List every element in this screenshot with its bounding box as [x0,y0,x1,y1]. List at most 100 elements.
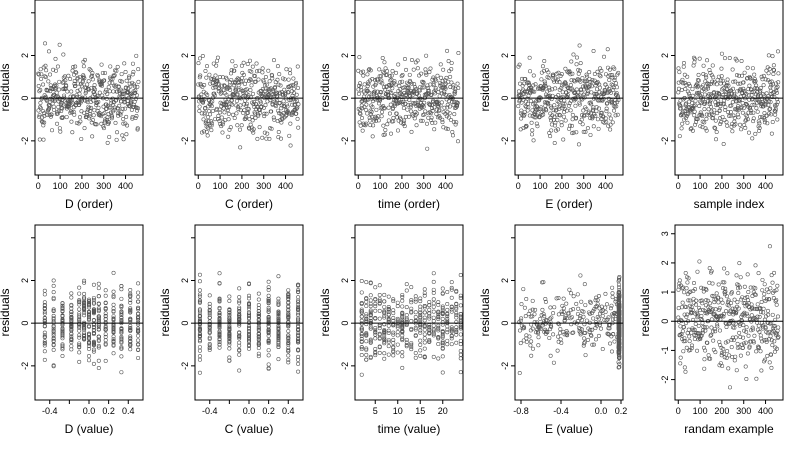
residual-point [532,89,537,94]
residual-point [540,307,545,312]
residual-point [731,86,736,91]
residual-point [445,318,450,323]
residual-point [422,287,427,292]
residual-point [439,100,444,105]
residual-point [197,300,202,305]
residual-point [91,295,96,300]
residual-point [579,318,584,323]
residual-point [205,64,210,69]
residual-point [696,72,701,77]
residual-point [543,296,548,301]
residual-point [407,93,412,98]
residual-point [583,353,588,358]
residual-point [723,105,728,110]
residual-point [751,290,756,295]
residual-point [276,336,281,341]
residual-point [227,298,232,303]
residual-point [708,333,713,338]
residual-point [286,90,291,95]
residual-point [266,362,271,367]
y-axis-title: residuals [478,63,492,111]
residual-point [78,100,83,105]
residual-point [400,101,405,106]
residual-point [733,310,738,315]
residual-point [136,305,141,310]
residual-point [762,93,767,98]
residual-point [247,320,252,325]
residual-point [38,106,43,111]
residual-point [237,330,242,335]
residual-point [266,353,271,358]
residual-point [616,300,621,305]
residual-point [770,280,775,285]
residual-point [557,322,562,327]
residual-point [248,77,253,82]
residual-point [207,329,212,334]
residual-point [276,296,281,301]
residual-point [196,61,201,66]
residual-point [703,126,708,131]
residual-point [249,69,254,74]
residual-point [442,82,447,87]
residual-point [200,54,205,59]
residual-point [364,314,369,319]
residual-point [61,52,66,57]
residual-point [51,283,56,288]
residual-point [418,312,423,317]
residual-point [128,318,133,323]
residual-point [392,103,397,108]
residual-point [690,93,695,98]
residual-point [42,315,47,320]
residual-point [749,110,754,115]
residual-point [708,356,713,361]
residual-point [562,101,567,106]
residual-point [42,333,47,338]
residual-point [528,314,533,319]
residual-point [596,294,601,299]
residual-point [605,317,610,322]
residual-point [617,288,622,293]
residual-point [440,312,445,317]
residual-point [530,307,535,312]
residual-point [703,311,708,316]
residual-point [359,353,364,358]
x-tick-label: 400 [438,181,453,191]
residual-point [765,78,770,83]
residual-point [519,108,524,113]
residual-point [136,333,141,338]
residual-point [119,354,124,359]
residual-point [693,287,698,292]
residual-point [96,315,101,320]
residual-point [685,280,690,285]
residual-point [765,121,770,126]
residual-point [427,314,432,319]
residual-point [584,72,589,77]
residual-point [391,311,396,316]
residual-point [682,290,687,295]
residual-point [751,340,756,345]
residual-point [385,122,390,127]
residual-point [703,328,708,333]
residual-point [402,118,407,123]
residual-point [54,90,59,95]
residual-point [210,121,215,126]
residual-point [546,101,551,106]
residual-point [458,325,463,330]
residual-point [436,302,441,307]
residual-point [528,343,533,348]
residual-point [107,134,112,139]
residual-point [717,108,722,113]
residual-point [697,56,702,61]
residual-point [522,305,527,310]
residual-point [581,108,586,113]
residual-point [418,328,423,333]
residual-point [389,73,394,78]
residual-point [702,366,707,371]
residual-point [122,99,127,104]
residual-point [96,358,101,363]
residual-point [116,106,121,111]
residual-point [414,123,419,128]
residual-point [250,128,255,133]
residual-point [772,68,777,73]
residual-point [266,299,271,304]
